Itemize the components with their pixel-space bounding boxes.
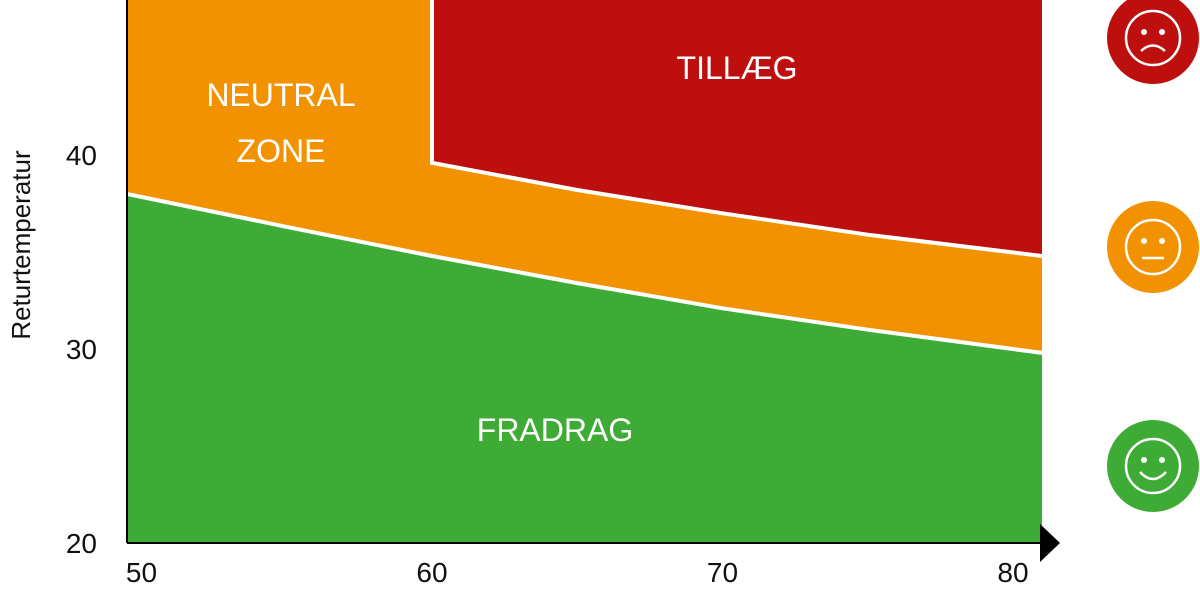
fradrag-zone-area (127, 193, 1042, 543)
y-tick-label: 30 (66, 334, 97, 365)
x-axis-arrow (1040, 524, 1060, 562)
x-tick-labels: 50 60 70 80 (126, 557, 1029, 588)
y-tick-labels: 20 30 40 (66, 140, 97, 559)
y-tick-label: 40 (66, 140, 97, 171)
x-tick-label: 60 (416, 557, 447, 588)
upper-boundary-line (430, 0, 1043, 258)
x-tick-label: 80 (997, 557, 1028, 588)
x-tick-label: 50 (126, 557, 157, 588)
lower-boundary-line (126, 191, 1043, 355)
y-tick-label: 20 (66, 528, 97, 559)
y-axis-title: Returtemperatur (6, 150, 36, 340)
fradrag-zone-label: FRADRAG (477, 412, 633, 448)
neutral-face-icon (1107, 201, 1199, 293)
x-tick-label: 70 (707, 557, 738, 588)
happy-face-icon (1107, 420, 1199, 512)
neutral-zone-label-line2: ZONE (237, 133, 326, 169)
sad-face-icon (1107, 0, 1199, 84)
tillaeg-zone-label: TILLÆG (677, 50, 798, 86)
zone-areas (126, 0, 1043, 543)
tillaeg-zone-area (432, 0, 1042, 256)
neutral-zone-label-line1: NEUTRAL (206, 77, 355, 113)
